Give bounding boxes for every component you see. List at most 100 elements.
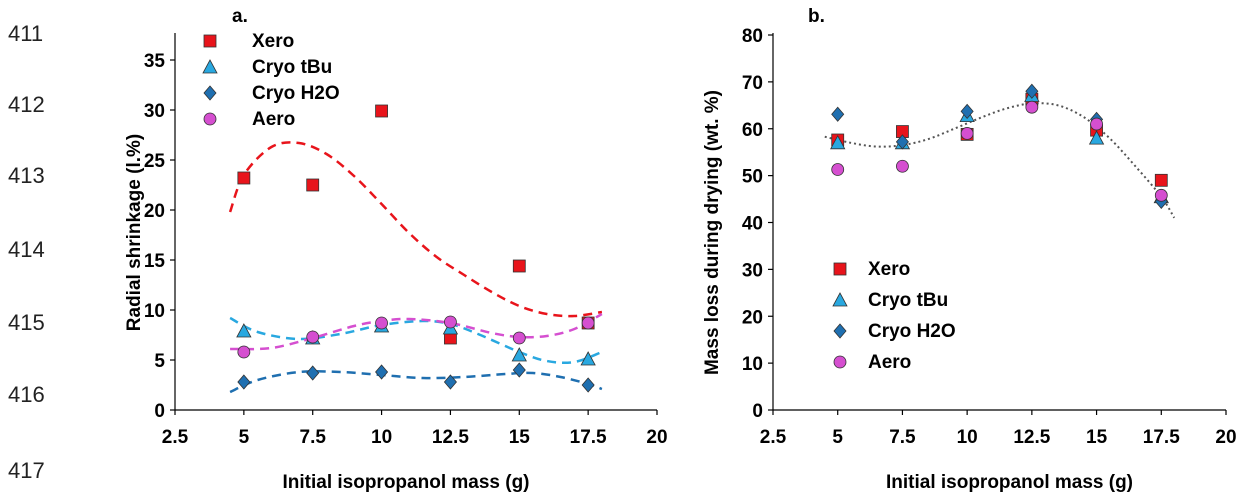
line-number: 416 [8,382,45,407]
data-point-cryo-tbu [830,134,846,150]
y-tick-label: 20 [742,307,763,328]
data-point-xero [1154,173,1168,187]
line-number: 414 [8,237,45,262]
y-tick-label: 0 [752,401,763,422]
x-tick-label: 12.5 [1013,427,1050,448]
data-point-aero [1154,188,1168,202]
x-tick-label: 2.5 [162,427,189,448]
x-tick-label: 7.5 [300,427,327,448]
line-number: 411 [8,21,43,46]
y-tick-label: 30 [742,260,763,281]
y-axis-label: Mass loss during drying (wt. %) [702,90,723,375]
legend-label: Xero [252,31,294,52]
line-number: 415 [8,310,45,335]
data-point-cryo-tbu [580,351,596,366]
data-point-aero [306,330,320,344]
x-tick-label: 7.5 [889,427,916,448]
data-point-xero [306,178,320,192]
y-tick-label: 5 [154,351,165,372]
data-point-cryo-h2o [306,365,320,381]
x-tick-label: 15 [1086,427,1108,448]
data-point-cryo-h2o [895,134,909,150]
panel-label: b. [808,6,825,27]
legend-label: Cryo tBu [868,290,948,311]
data-point-aero [896,159,909,173]
trend-line [230,312,603,351]
legend-marker [203,34,217,48]
legend-marker [833,355,847,369]
data-point-cryo-h2o [1025,83,1039,99]
data-point-aero [1025,100,1039,114]
data-point-aero [512,331,526,345]
data-point-cryo-h2o [443,374,457,390]
x-tick-label: 5 [832,427,843,448]
panel-label: a. [232,6,248,27]
data-point-aero [581,316,595,330]
data-point-aero [237,345,251,359]
y-tick-label: 0 [154,401,165,422]
data-point-cryo-h2o [512,362,526,378]
data-point-aero [444,315,457,329]
legend-marker [202,59,218,74]
x-tick-label: 2.5 [760,427,787,448]
x-tick-label: 20 [646,427,667,448]
legend-label: Cryo H2O [868,321,956,342]
data-point-cryo-h2o [581,377,595,393]
y-axis-label: Radial shrinkage (l.%) [124,134,145,331]
chart-panel-a: 2.5 5 7.5 10 12.5 15 17.5 20 0 5 10 15 20 25 30 35 Initi… [124,6,668,493]
y-tick-label: 20 [144,201,165,222]
line-number: 412 [8,92,45,117]
y-tick-label: 25 [144,151,166,172]
data-point-xero [237,171,251,185]
trend-line [229,370,603,394]
legend-label: Aero [868,352,911,373]
line-numbers: 411 412 413 414 415 416 417 [8,21,45,483]
legend-label: Cryo H2O [252,83,340,104]
x-tick-label: 10 [957,427,978,448]
legend-marker [203,85,217,101]
data-point-xero [512,259,526,273]
data-point-cryo-tbu [236,323,252,338]
legend-label: Cryo tBu [252,57,332,78]
y-tick-label: 30 [144,101,165,122]
data-point-aero [831,163,845,176]
data-point-cryo-h2o [375,364,389,380]
data-point-cryo-h2o [831,106,845,122]
data-point-aero [1090,117,1103,131]
x-tick-label: 17.5 [570,427,607,448]
y-tick-label: 15 [144,251,166,272]
legend-marker [833,262,847,276]
y-tick-label: 80 [742,26,763,47]
x-tick-label: 5 [239,427,250,448]
trend-line [229,316,603,365]
y-tick-label: 10 [742,354,763,375]
chart-panel-b: 2.5 5 7.5 10 12.5 15 17.5 20 0 10 20 30 40 50 60 70 80 In… [702,6,1237,493]
data-point-aero [960,127,974,140]
data-point-cryo-tbu [1088,130,1105,145]
trend-line [228,141,603,318]
x-axis-label: Initial isopropanol mass (g) [886,472,1133,493]
line-number: 417 [8,458,45,483]
data-point-xero [375,104,388,118]
line-number: 413 [8,163,45,188]
y-tick-label: 10 [144,301,165,322]
x-axis-label: Initial isopropanol mass (g) [282,472,529,493]
y-tick-label: 50 [742,167,763,188]
y-tick-label: 35 [144,51,166,72]
trend-line [824,102,1176,219]
y-tick-label: 60 [742,120,763,141]
legend-marker [832,292,848,307]
x-tick-label: 15 [509,427,531,448]
x-tick-label: 17.5 [1143,427,1180,448]
x-tick-label: 20 [1215,427,1236,448]
y-tick-label: 70 [742,73,763,94]
legend-marker [203,112,217,126]
legend-label: Aero [252,109,295,130]
data-point-aero [375,316,388,330]
x-tick-label: 10 [371,427,392,448]
data-point-cryo-h2o [960,103,974,120]
legend-label: Xero [868,259,910,280]
x-tick-label: 12.5 [432,427,469,448]
legend-marker [833,323,847,339]
